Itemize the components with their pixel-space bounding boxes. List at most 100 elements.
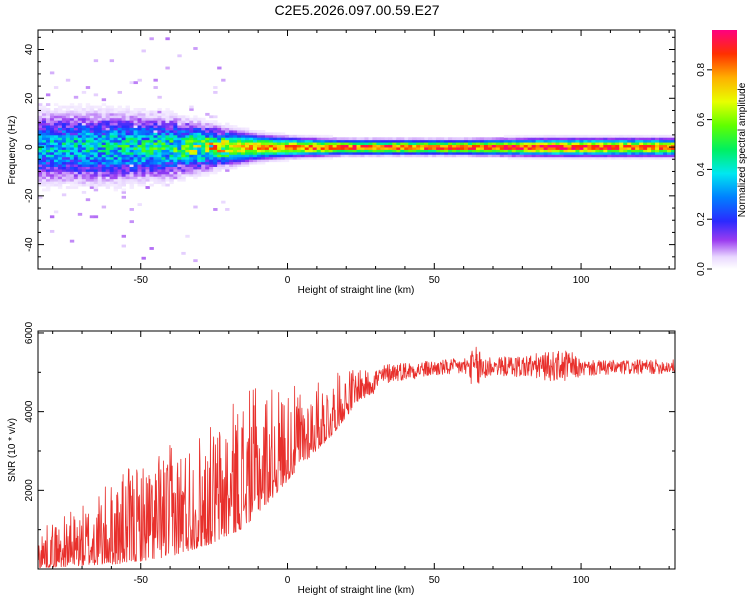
spectrogram-cell: [233, 132, 238, 136]
spectrogram-cell: [571, 151, 576, 155]
spectrogram-cell: [69, 166, 75, 170]
spectrogram-cell: [61, 115, 67, 119]
spectrogram-cell: [527, 149, 533, 153]
spectrogram-cell: [583, 139, 588, 143]
spectrogram-cell: [205, 161, 210, 165]
spectrogram-cell: [201, 134, 206, 138]
spectrogram-cell: [436, 139, 441, 143]
spectrogram-cell: [515, 144, 521, 148]
spectrogram-cell: [113, 169, 119, 172]
spectrogram-cell: [463, 147, 469, 150]
spectrogram-cell: [356, 139, 361, 143]
spectrogram-cell: [85, 164, 91, 167]
spectrogram-cell: [129, 112, 134, 116]
spectrogram-cell: [169, 166, 174, 170]
spectrogram-cell: [260, 137, 266, 141]
spectrogram-cell: [117, 166, 123, 170]
spectrogram-cell: [428, 144, 433, 148]
spectrogram-cell: [209, 166, 214, 170]
spectrogram-cell: [404, 142, 409, 146]
spectrogram-cell: [229, 151, 234, 155]
spectrogram-cell: [38, 108, 43, 111]
spectrogram-cell: [221, 129, 226, 133]
spectrogram-cell: [364, 142, 369, 146]
spectrogram-cell: [483, 142, 489, 146]
spectrogram-cell: [340, 147, 345, 150]
spectrogram-cell: [89, 147, 95, 150]
spectrogram-cell: [177, 137, 182, 141]
spectrogram-cell: [193, 127, 198, 131]
spectrogram-cell: [89, 122, 95, 126]
spectrogram-cell: [229, 154, 234, 158]
spectrogram-cell: [185, 164, 190, 167]
spectrogram-cell: [93, 173, 99, 177]
spectrogram-cell: [41, 183, 47, 187]
spectrogram-cell: [113, 178, 119, 182]
spectrogram-cell: [440, 137, 445, 141]
spectrogram-cell: [109, 183, 115, 187]
spectrogram-cell: [137, 144, 142, 148]
spectrogram-cell: [197, 132, 202, 136]
spectrogram-cell: [89, 181, 95, 185]
spectrogram-cell: [499, 149, 505, 153]
spectrogram-cell: [324, 137, 330, 141]
spectrogram-cell: [181, 122, 186, 126]
spectrogram-cell: [336, 139, 341, 143]
spectrogram-cell: [539, 154, 545, 158]
spectrogram-cells: [38, 37, 676, 263]
spectrogram-cell: [105, 105, 111, 109]
spectrogram-cell: [276, 139, 282, 143]
spectrogram-cell: [153, 159, 158, 163]
spectrogram-cell: [181, 159, 186, 163]
spectrogram-cell: [201, 171, 206, 175]
spectrogram-cell: [133, 161, 138, 165]
spectrogram-cell: [149, 147, 154, 150]
spectrogram-cell: [189, 117, 194, 121]
spectrogram-cell: [408, 144, 413, 148]
spectrogram-cell: [511, 149, 517, 153]
spectrogram-cell: [256, 144, 262, 148]
spectrogram-cell: [229, 161, 234, 165]
spectrogram-cell: [65, 176, 71, 180]
spectrogram-cell: [237, 127, 242, 131]
spectrogram-cell: [551, 154, 556, 158]
spectrogram-cell: [237, 147, 242, 150]
spectrogram-cell: [531, 134, 537, 138]
spectrogram-cell: [93, 139, 99, 143]
spectrogram-cell: [189, 125, 194, 128]
spectrogram-cell: [567, 144, 572, 148]
spectrogram-cell: [189, 161, 194, 165]
spectrogram-cell: [85, 134, 91, 138]
spectrogram-cell: [57, 105, 63, 109]
spectrogram-x-ticks: -50 0 50 100: [52, 30, 670, 286]
spectrogram-cell: [555, 142, 560, 146]
spectrogram-cell: [607, 134, 612, 138]
spectrogram-cell: [61, 137, 67, 141]
spectrogram-cell: [117, 115, 123, 119]
spectrogram-cell: [89, 186, 95, 189]
spectrogram-cell: [249, 142, 254, 146]
spectrogram-cell: [145, 186, 150, 189]
spectrogram-cell: [121, 134, 126, 138]
spectrogram-cell: [603, 154, 608, 158]
spectrogram-cell: [93, 159, 99, 163]
spectrogram-cell: [619, 134, 624, 138]
spectrogram-cell: [408, 149, 413, 153]
spectrogram-cell: [647, 142, 652, 146]
spectrogram-cell: [161, 147, 166, 150]
spectrogram-cell: [284, 149, 290, 153]
spectrogram-cell: [667, 151, 672, 155]
spectrogram-cell: [603, 139, 608, 143]
spectrogram-cell: [237, 132, 242, 136]
spectrogram-cell: [356, 142, 361, 146]
spectrogram-cell: [241, 144, 246, 148]
spectrogram-cell: [185, 137, 190, 141]
spectrogram-cell: [129, 183, 134, 187]
spectrogram-cell: [611, 142, 616, 146]
spectrogram-cell: [173, 129, 178, 133]
spectrogram-cell: [639, 147, 644, 150]
spectrogram-cell: [141, 112, 146, 116]
spectrogram-cell: [85, 139, 91, 143]
spectrogram-cell: [77, 127, 83, 131]
spectrogram-cell: [264, 134, 270, 138]
